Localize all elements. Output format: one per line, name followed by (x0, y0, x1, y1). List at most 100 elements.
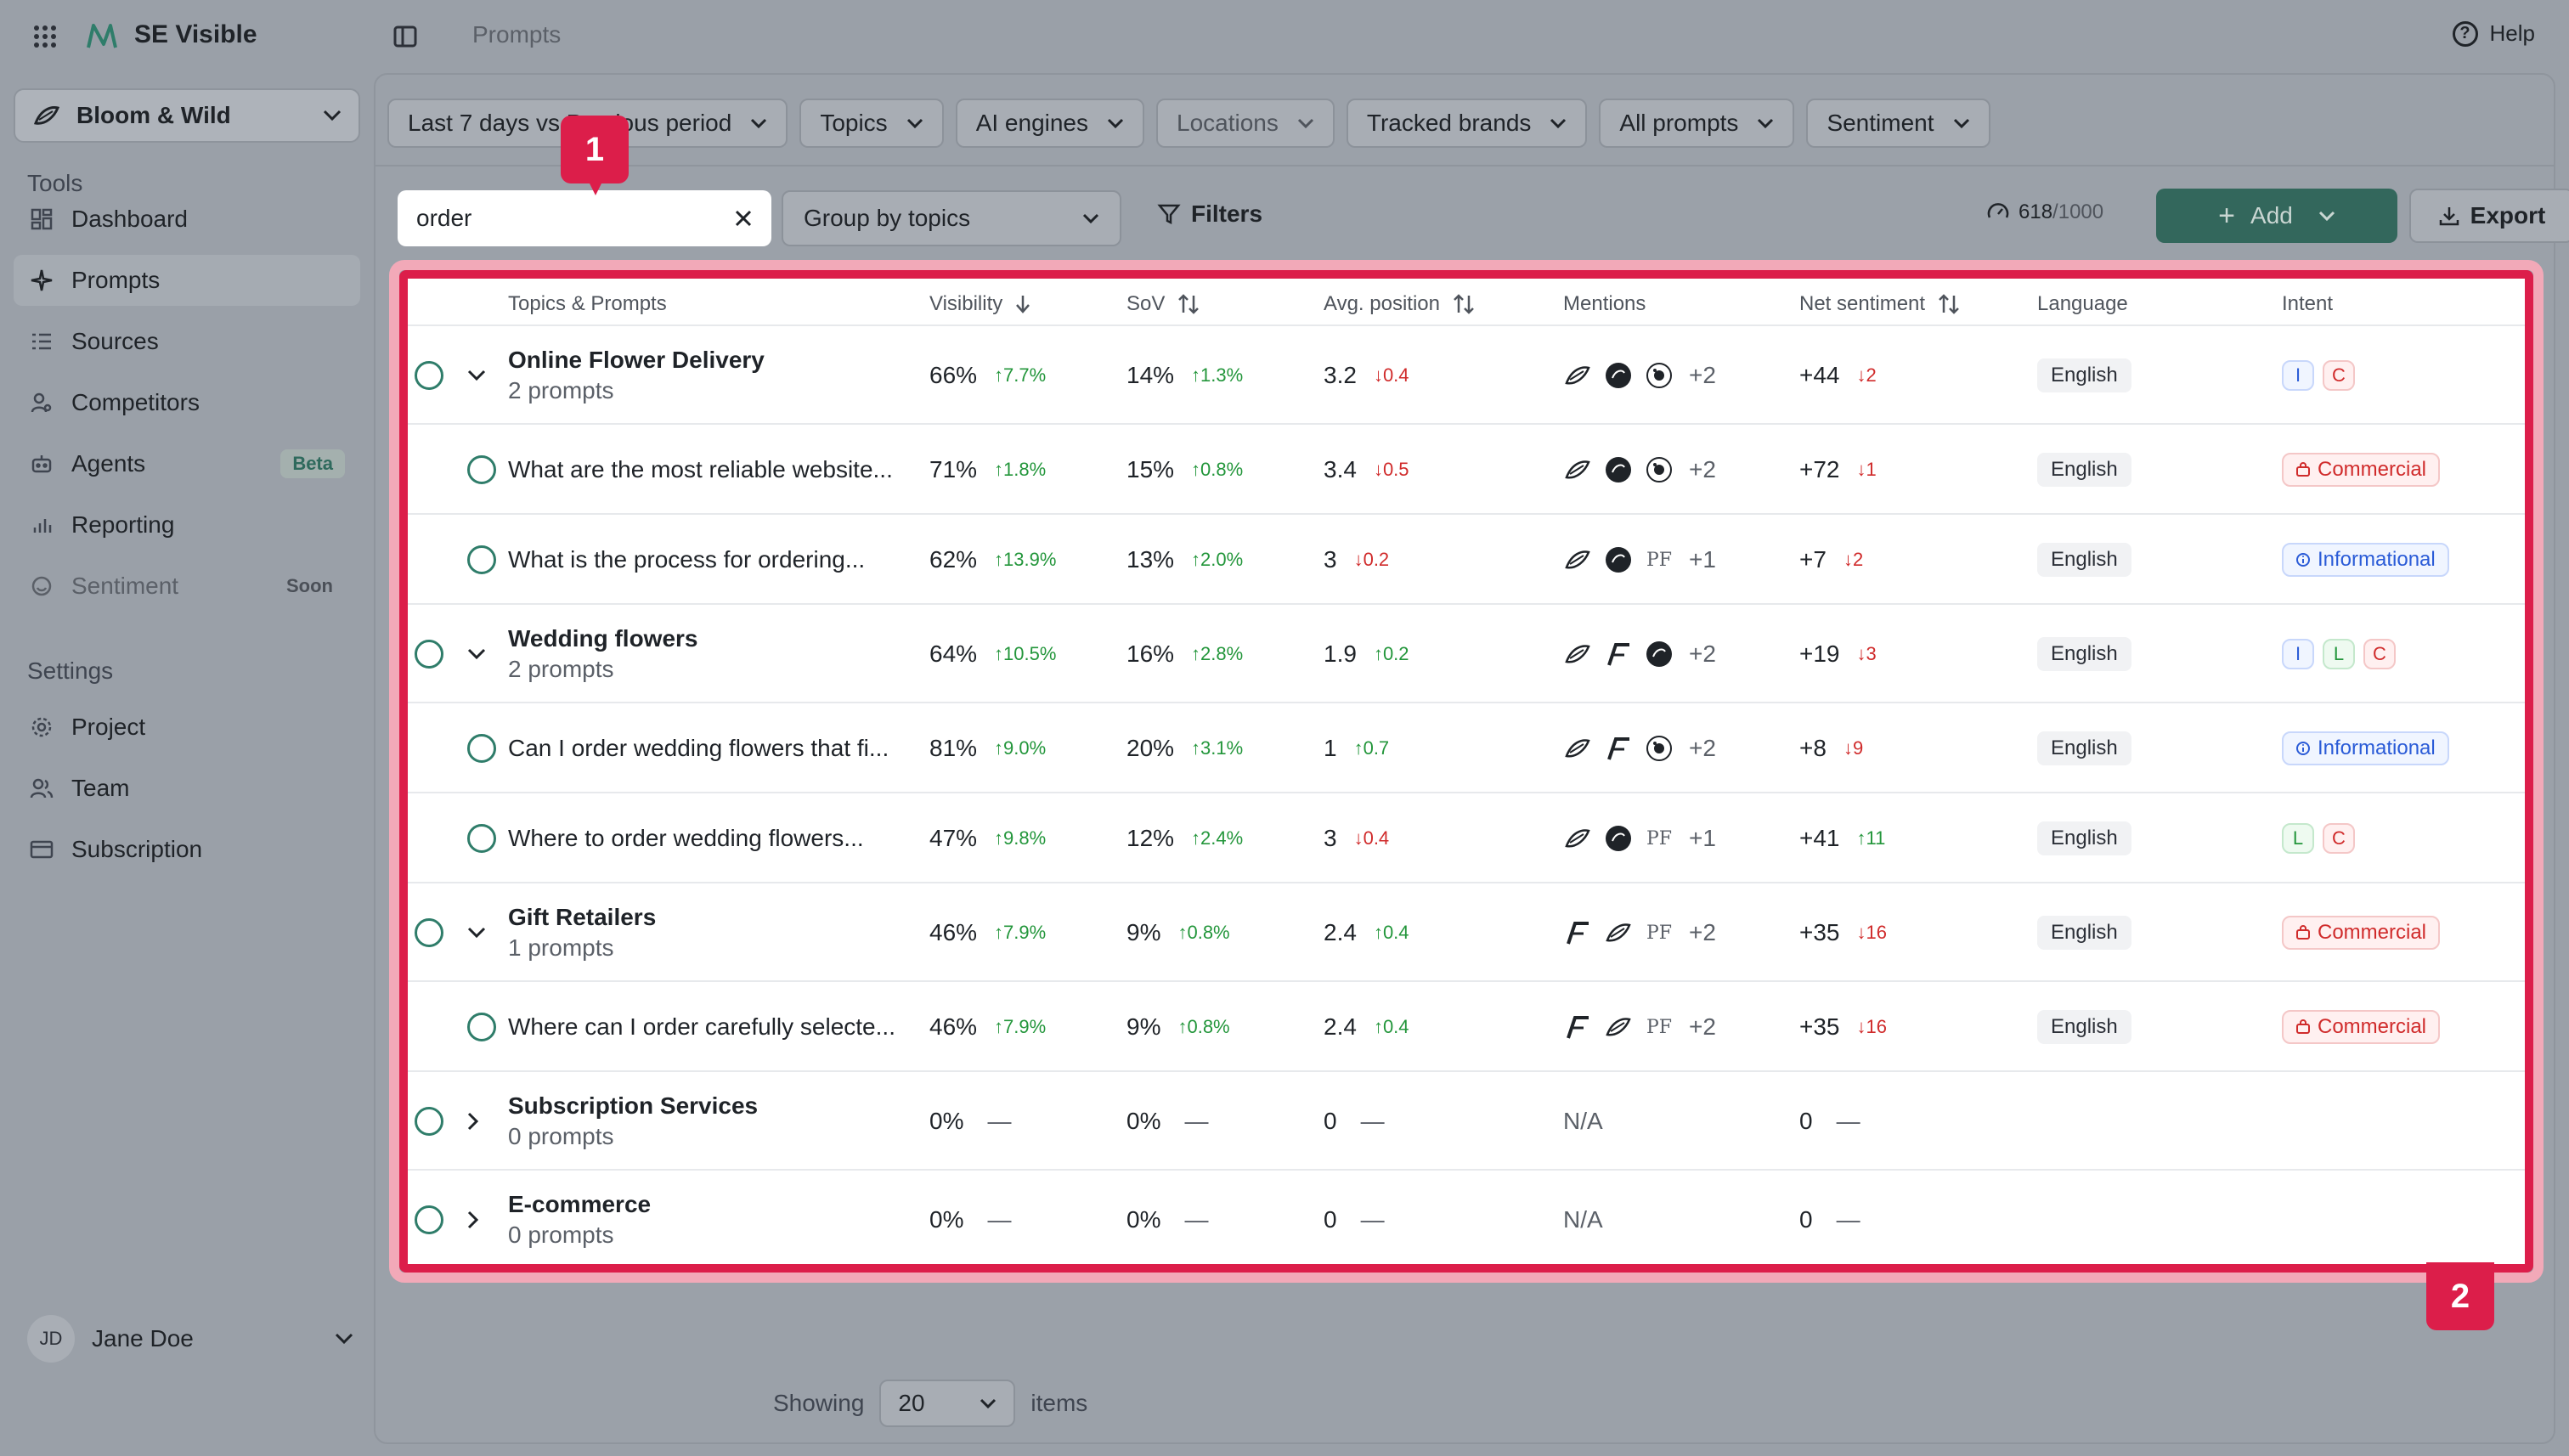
sentiment-value: +7 (1799, 546, 1827, 573)
help-button[interactable]: ? Help (2452, 20, 2535, 47)
sidebar-item-prompts[interactable]: Prompts (14, 255, 360, 306)
clear-search-icon[interactable] (734, 209, 753, 228)
bloom-wild-logo-icon (33, 106, 60, 125)
visibility-delta: ↑7.9% (994, 1016, 1047, 1037)
chevron-down-icon[interactable] (467, 648, 486, 660)
topic-row[interactable]: Subscription Services 0 prompts 0% — 0% — 0 — N/… (406, 1070, 2527, 1169)
mentions-cell[interactable]: PF +1 (1563, 515, 1716, 605)
export-button[interactable]: Export (2409, 189, 2569, 243)
sidebar-item-reporting[interactable]: Reporting (14, 499, 360, 550)
sentiment-label: Sentiment (1827, 110, 1934, 136)
chevron-down-icon[interactable] (467, 927, 486, 939)
ai-engines-filter[interactable]: AI engines (955, 99, 1145, 148)
prompt-row[interactable]: Can I order wedding flowers that fi... 81… (406, 702, 2527, 792)
row-checkbox[interactable] (467, 734, 496, 763)
prompt-text[interactable]: Where to order wedding flowers... (508, 825, 864, 851)
header-visibility[interactable]: Visibility (929, 292, 1031, 316)
topics-filter[interactable]: Topics (799, 99, 944, 148)
topic-row[interactable]: Online Flower Delivery 2 prompts 66% ↑7.7% 1… (406, 324, 2527, 423)
header-avg-position[interactable]: Avg. position (1324, 292, 1476, 316)
locations-filter[interactable]: Locations (1156, 99, 1335, 148)
mentions-na: N/A (1563, 1206, 1603, 1233)
sidebar-item-agents[interactable]: Agents Beta (14, 438, 360, 489)
header-topics[interactable]: Topics & Prompts (508, 292, 667, 315)
mentions-cell[interactable]: PF +2 (1563, 982, 1716, 1072)
chevron-right-icon[interactable] (467, 1211, 479, 1229)
prompt-row[interactable]: What are the most reliable website... 71%… (406, 423, 2527, 513)
topic-row[interactable]: E-commerce 0 prompts 0% — 0% — 0 — N/A 0 — (406, 1169, 2527, 1267)
filters-button[interactable]: Filters (1157, 200, 1262, 228)
mentions-cell[interactable]: PF +1 (1563, 793, 1716, 883)
prompt-text[interactable]: Where can I order carefully selecte... (508, 1013, 895, 1040)
chevron-right-icon[interactable] (467, 1112, 479, 1131)
row-checkbox[interactable] (467, 1013, 496, 1041)
sidebar-item-sources[interactable]: Sources (14, 316, 360, 367)
apps-grid-icon[interactable] (32, 24, 58, 49)
search-input[interactable]: order (398, 190, 771, 246)
mentions-cell[interactable]: +2 (1563, 703, 1716, 793)
sentiment-delta: ↓2 (1843, 549, 1864, 570)
competitor-logo-icon (1606, 457, 1631, 483)
position-delta: ↓0.4 (1353, 827, 1390, 849)
mentions-cell[interactable]: PF +2 (1563, 883, 1716, 982)
sidebar-item-subscription[interactable]: Subscription (14, 824, 360, 875)
row-checkbox[interactable] (415, 1107, 443, 1136)
per-page-select[interactable]: 20 (879, 1380, 1016, 1427)
header-mentions[interactable]: Mentions (1563, 292, 1646, 315)
sort-icon (1939, 294, 1959, 314)
header-sov[interactable]: SoV (1126, 292, 1200, 316)
row-checkbox[interactable] (467, 455, 496, 484)
mentions-cell[interactable]: +2 (1563, 326, 1716, 425)
gauge-icon (1987, 203, 2009, 218)
competitor-logo-icon (1607, 737, 1629, 760)
position-delta: ↓0.2 (1353, 549, 1390, 570)
sentiment-delta: ↓3 (1856, 643, 1877, 664)
breadcrumb[interactable]: Prompts (472, 21, 562, 48)
mentions-cell[interactable]: +2 (1563, 605, 1716, 703)
sov-value: 13% (1126, 546, 1175, 573)
row-checkbox[interactable] (415, 1205, 443, 1234)
topic-title[interactable]: Online Flower Delivery (508, 347, 765, 373)
intent-chip: I (2282, 639, 2314, 669)
toggle-sidebar-icon[interactable] (392, 24, 418, 49)
sov-delta: ↑0.8% (1191, 459, 1244, 480)
row-checkbox[interactable] (415, 640, 443, 669)
topic-row[interactable]: Gift Retailers 1 prompts 46% ↑7.9% 9% ↑0.8% 2.… (406, 882, 2527, 980)
add-button[interactable]: + Add (2156, 189, 2397, 243)
row-checkbox[interactable] (467, 545, 496, 574)
sidebar-item-competitors[interactable]: Competitors (14, 377, 360, 428)
topic-title[interactable]: E-commerce (508, 1191, 652, 1217)
user-menu[interactable]: JD Jane Doe (27, 1312, 353, 1366)
sidebar-item-team[interactable]: Team (14, 763, 360, 814)
prompt-row[interactable]: Where to order wedding flowers... 47% ↑9.8… (406, 792, 2527, 882)
prompt-row[interactable]: What is the process for ordering... 62% ↑1… (406, 513, 2527, 603)
prompt-text[interactable]: What is the process for ordering... (508, 546, 866, 573)
sentiment-delta: ↓16 (1856, 922, 1887, 943)
project-selector[interactable]: Bloom & Wild (14, 88, 360, 143)
sentiment-delta: ↓9 (1843, 737, 1864, 759)
prompt-row[interactable]: Where can I order carefully selecte... 46… (406, 980, 2527, 1070)
prompt-text[interactable]: What are the most reliable website... (508, 456, 893, 483)
visibility-value: 0% (929, 1108, 964, 1134)
logo-icon (87, 24, 117, 48)
sidebar-item-dashboard[interactable]: Dashboard (14, 194, 360, 245)
sentiment-filter[interactable]: Sentiment (1806, 99, 1990, 148)
topic-title[interactable]: Gift Retailers (508, 904, 657, 930)
all-prompts-filter[interactable]: All prompts (1599, 99, 1795, 148)
row-checkbox[interactable] (415, 361, 443, 390)
tracked-brands-filter[interactable]: Tracked brands (1346, 99, 1588, 148)
sidebar-item-label: Prompts (71, 267, 161, 293)
top-bar: SE Visible Prompts ? Help (0, 0, 2569, 73)
prompt-text[interactable]: Can I order wedding flowers that fi... (508, 735, 889, 761)
group-by-select[interactable]: Group by topics (782, 190, 1121, 246)
chevron-down-icon[interactable] (467, 370, 486, 381)
topic-row[interactable]: Wedding flowers 2 prompts 64% ↑10.5% 16% ↑2.8… (406, 603, 2527, 702)
sidebar-item-project[interactable]: Project (14, 702, 360, 753)
row-checkbox[interactable] (415, 918, 443, 947)
intent-chip: C (2323, 360, 2355, 391)
topic-title[interactable]: Subscription Services (508, 1092, 759, 1119)
mentions-cell[interactable]: +2 (1563, 425, 1716, 515)
topic-title[interactable]: Wedding flowers (508, 625, 698, 652)
row-checkbox[interactable] (467, 824, 496, 853)
header-net-sentiment[interactable]: Net sentiment (1799, 292, 1961, 316)
